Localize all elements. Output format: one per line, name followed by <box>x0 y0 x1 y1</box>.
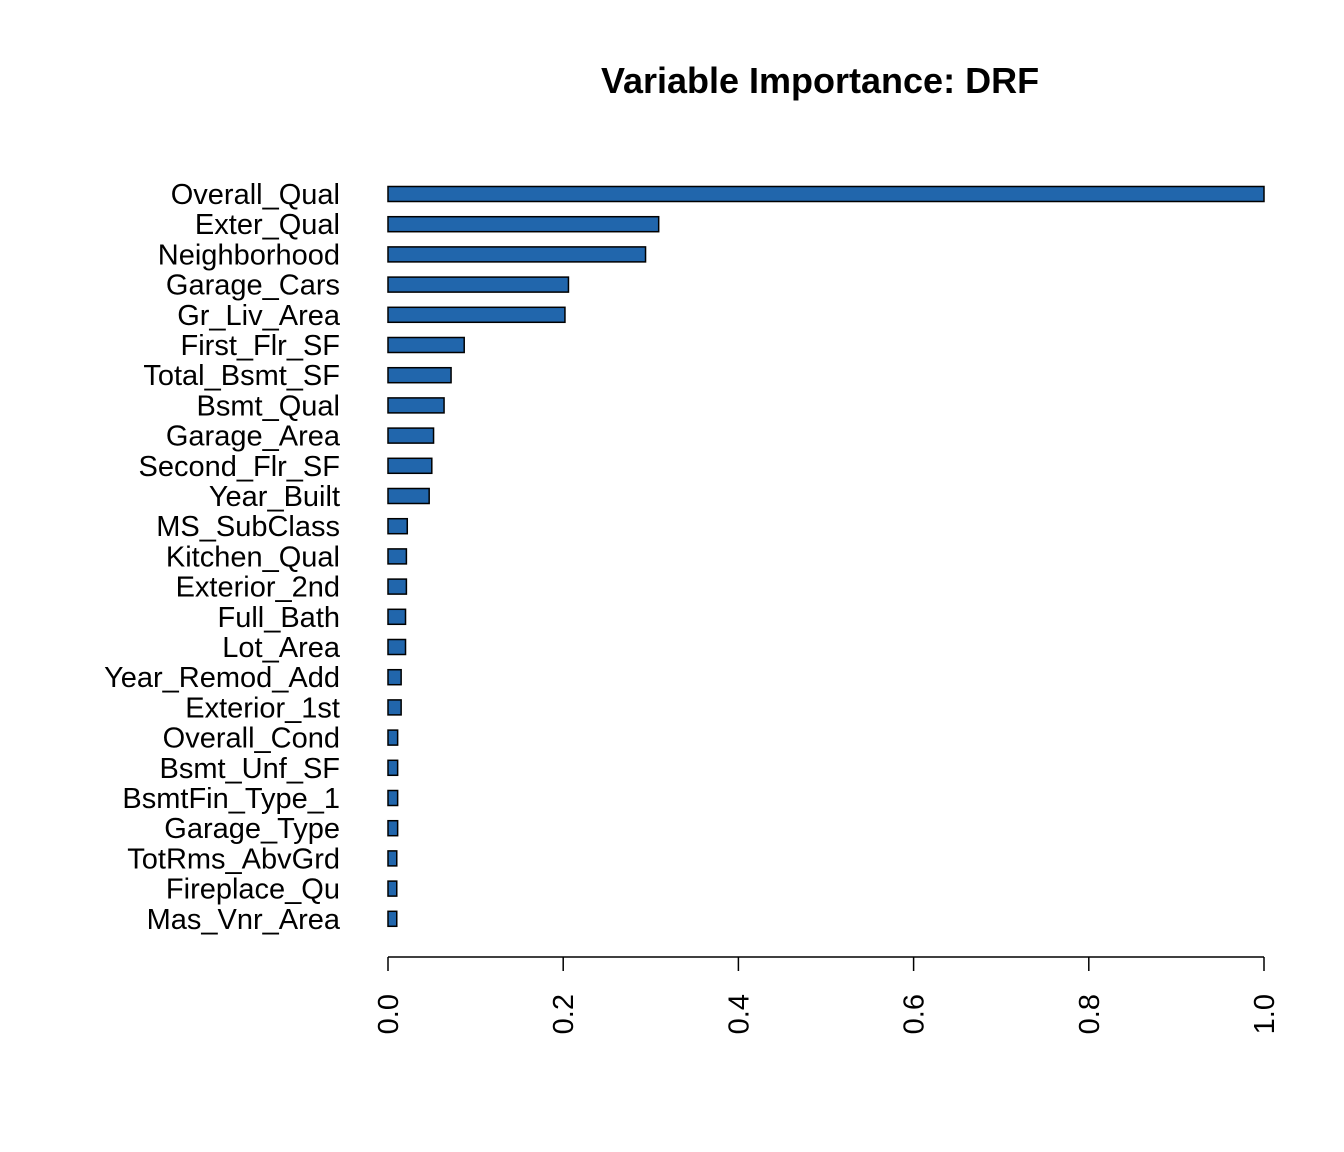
x-tick-label: 0.4 <box>723 994 755 1034</box>
bar-bsmt-unf-sf <box>387 759 399 777</box>
bar-totrms-abvgrd <box>387 850 398 867</box>
bar-bsmt-qual <box>387 397 445 414</box>
bar-exterior-1st <box>387 699 402 716</box>
x-axis: 0.0 0.2 0.4 0.6 0.8 1.0 <box>373 956 1281 1034</box>
bar-kitchen-qual <box>387 548 408 565</box>
bar-gr-liv-area <box>387 306 566 324</box>
bar-second-flr-sf <box>387 457 433 475</box>
category-label: Lot_Area <box>222 632 341 664</box>
category-label: Fireplace_Qu <box>166 874 340 906</box>
x-tick-label: 1.0 <box>1249 994 1281 1034</box>
category-label: Bsmt_Qual <box>197 390 340 422</box>
category-label: BsmtFin_Type_1 <box>122 783 340 815</box>
bar-garage-cars <box>387 276 570 293</box>
category-label: TotRms_AbvGrd <box>127 843 340 875</box>
bar-bsmtfin-type-1 <box>387 789 399 807</box>
bar-lot-area <box>387 638 407 656</box>
category-label: Exter_Qual <box>195 209 340 241</box>
category-label: Year_Remod_Add <box>104 662 340 694</box>
category-label: Mas_Vnr_Area <box>147 904 341 936</box>
x-tick-label: 0.6 <box>899 994 931 1034</box>
category-label: Garage_Type <box>164 813 340 845</box>
x-tick-label: 0.2 <box>548 994 580 1034</box>
category-label: Exterior_1st <box>185 692 340 724</box>
category-label: Gr_Liv_Area <box>177 300 341 332</box>
bars-group <box>387 185 1265 928</box>
bar-overall-cond <box>387 729 399 746</box>
bar-garage-type <box>387 819 399 837</box>
bar-neighborhood <box>387 246 647 263</box>
category-label: Overall_Qual <box>171 179 340 211</box>
category-label: MS_SubClass <box>156 511 340 543</box>
bar-exterior-2nd <box>387 578 408 595</box>
category-label: Year_Built <box>209 481 340 513</box>
bar-full-bath <box>387 608 407 626</box>
bar-ms-subclass <box>387 517 409 535</box>
category-label: Overall_Cond <box>163 723 340 755</box>
category-label: Bsmt_Unf_SF <box>160 753 341 785</box>
bar-mas-vnr-area <box>387 910 398 928</box>
category-label: Neighborhood <box>158 239 340 271</box>
bar-overall-qual <box>387 185 1265 203</box>
category-label: Exterior_2nd <box>176 572 340 604</box>
category-label: Second_Flr_SF <box>139 451 341 483</box>
bar-garage-area <box>387 427 435 444</box>
category-label: Garage_Area <box>166 421 341 453</box>
category-label: Garage_Cars <box>166 270 340 302</box>
category-label: Kitchen_Qual <box>166 541 340 573</box>
x-tick-label: 0.8 <box>1074 994 1106 1034</box>
category-labels: Overall_QualExter_QualNeighborhoodGarage… <box>104 179 341 936</box>
category-label: Full_Bath <box>217 602 340 634</box>
bar-fireplace-qu <box>387 880 398 897</box>
bar-exter-qual <box>387 215 660 233</box>
chart-title: Variable Importance: DRF <box>601 60 1039 101</box>
bar-first-flr-sf <box>387 336 465 354</box>
bar-total-bsmt-sf <box>387 366 452 384</box>
bar-year-remod-add <box>387 668 402 686</box>
bar-year-built <box>387 487 430 505</box>
category-label: Total_Bsmt_SF <box>143 360 340 392</box>
x-tick-label: 0.0 <box>373 994 405 1034</box>
category-label: First_Flr_SF <box>181 330 341 362</box>
